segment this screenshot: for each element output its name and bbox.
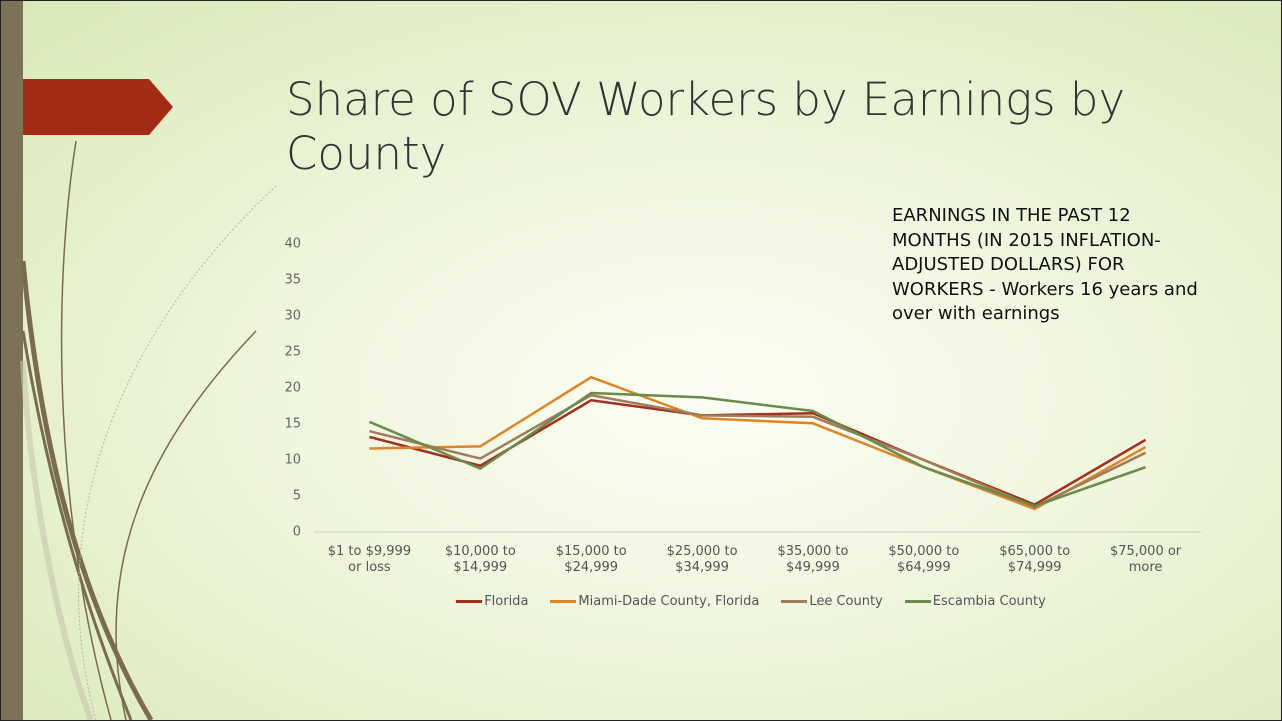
legend-label: Miami-Dade County, Florida	[578, 594, 760, 609]
curve	[60, 140, 112, 720]
curve	[115, 330, 257, 720]
legend-swatch	[550, 600, 577, 603]
series-line	[369, 375, 1147, 511]
x-tick-label: $15,000 to $24,999	[555, 544, 627, 575]
legend-swatch	[904, 600, 931, 603]
y-tick-label: 35	[284, 273, 301, 288]
y-tick-label: 10	[284, 453, 301, 468]
curve	[20, 260, 154, 720]
legend-item: Lee County	[781, 594, 883, 609]
legend-label: Florida	[484, 594, 529, 609]
curve	[20, 360, 94, 720]
legend-item: Florida	[456, 594, 528, 609]
legend-item: Miami-Dade County, Florida	[550, 594, 759, 609]
title-marker	[23, 79, 173, 135]
x-tick-label: $10,000 to $14,999	[444, 544, 516, 575]
legend-label: Lee County	[809, 594, 883, 609]
legend: Florida Miami-Dade County, Florida Lee Cou…	[301, 594, 1201, 609]
curve	[21, 330, 133, 720]
y-tick-label: 25	[284, 345, 301, 360]
slide-title: Share of SOV Workers by Earnings by Coun…	[286, 73, 1126, 180]
curve	[78, 185, 277, 720]
annotation: EARNINGS IN THE PAST 12 MONTHS (IN 2015 …	[892, 205, 1198, 324]
y-tick-label: 20	[284, 381, 301, 396]
legend-item: Escambia County	[904, 594, 1046, 609]
legend-label: Escambia County	[932, 594, 1046, 609]
y-tick-label: 40	[284, 237, 301, 252]
x-tick-label: $50,000 to $64,999	[888, 544, 960, 575]
legend-swatch	[781, 600, 808, 603]
series-line	[369, 393, 1147, 509]
series-line	[368, 391, 1146, 508]
y-tick-label: 5	[293, 489, 301, 504]
legend-swatch	[456, 600, 483, 603]
x-tick-label: $65,000 to $74,999	[999, 544, 1071, 575]
x-tick-label: $35,000 to $49,999	[777, 544, 849, 575]
y-tick-label: 15	[284, 417, 301, 432]
side-bar	[1, 1, 23, 720]
x-tick-label: $1 to $9,999 or loss	[327, 544, 412, 575]
y-tick-label: 30	[284, 309, 301, 324]
x-tick-label: $75,000 or more	[1109, 544, 1182, 575]
y-tick-label: 0	[293, 525, 301, 540]
x-tick-label: $25,000 to $34,999	[666, 544, 738, 575]
